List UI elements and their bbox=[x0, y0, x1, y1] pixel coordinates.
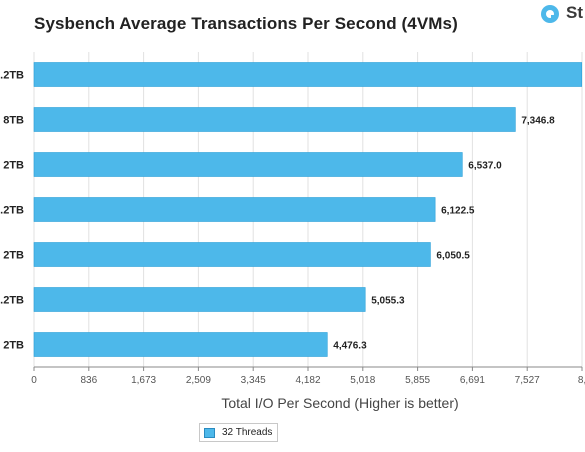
y-tick-label: 8TB bbox=[3, 115, 24, 127]
y-tick-label: .2TB bbox=[0, 70, 24, 82]
y-tick-label: 2TB bbox=[3, 250, 24, 262]
bar bbox=[33, 107, 516, 132]
y-tick-label: .2TB bbox=[0, 295, 24, 307]
x-tick-label: 836 bbox=[80, 375, 97, 386]
x-tick-label: 2,509 bbox=[186, 375, 211, 386]
data-label: 6,537.0 bbox=[468, 161, 502, 172]
bar bbox=[33, 62, 583, 87]
x-tick-label: 4,182 bbox=[295, 375, 320, 386]
bar bbox=[33, 332, 328, 357]
y-tick-label: .2TB bbox=[0, 205, 24, 217]
data-label: 6,050.5 bbox=[436, 251, 470, 262]
bar bbox=[33, 152, 463, 177]
x-tick-label: 8, bbox=[578, 375, 585, 386]
x-tick-label: 6,691 bbox=[460, 375, 485, 386]
data-label: 4,476.3 bbox=[333, 341, 367, 352]
x-tick-label: 1,673 bbox=[131, 375, 156, 386]
logo-text: St bbox=[566, 3, 583, 22]
y-tick-label: 2TB bbox=[3, 160, 24, 172]
legend-label: 32 Threads bbox=[222, 427, 273, 438]
x-tick-label: 5,018 bbox=[350, 375, 375, 386]
legend[interactable]: 32 Threads bbox=[199, 423, 278, 442]
legend-swatch bbox=[204, 428, 215, 438]
logo-circle-icon bbox=[541, 5, 559, 23]
bar bbox=[33, 242, 431, 267]
chart-title: Sysbench Average Transactions Per Second… bbox=[34, 14, 458, 33]
x-tick-label: 5,855 bbox=[405, 375, 430, 386]
x-axis-title: Total I/O Per Second (Higher is better) bbox=[221, 395, 459, 411]
data-label: 5,055.3 bbox=[371, 296, 405, 307]
bar bbox=[33, 197, 436, 222]
data-label: 7,346.8 bbox=[521, 116, 555, 127]
y-tick-label: 2TB bbox=[3, 340, 24, 352]
data-label: 6,122.5 bbox=[441, 206, 475, 217]
x-tick-label: 7,527 bbox=[515, 375, 540, 386]
x-tick-label: 3,345 bbox=[241, 375, 266, 386]
x-tick-label: 0 bbox=[31, 375, 37, 386]
bar bbox=[33, 287, 366, 312]
